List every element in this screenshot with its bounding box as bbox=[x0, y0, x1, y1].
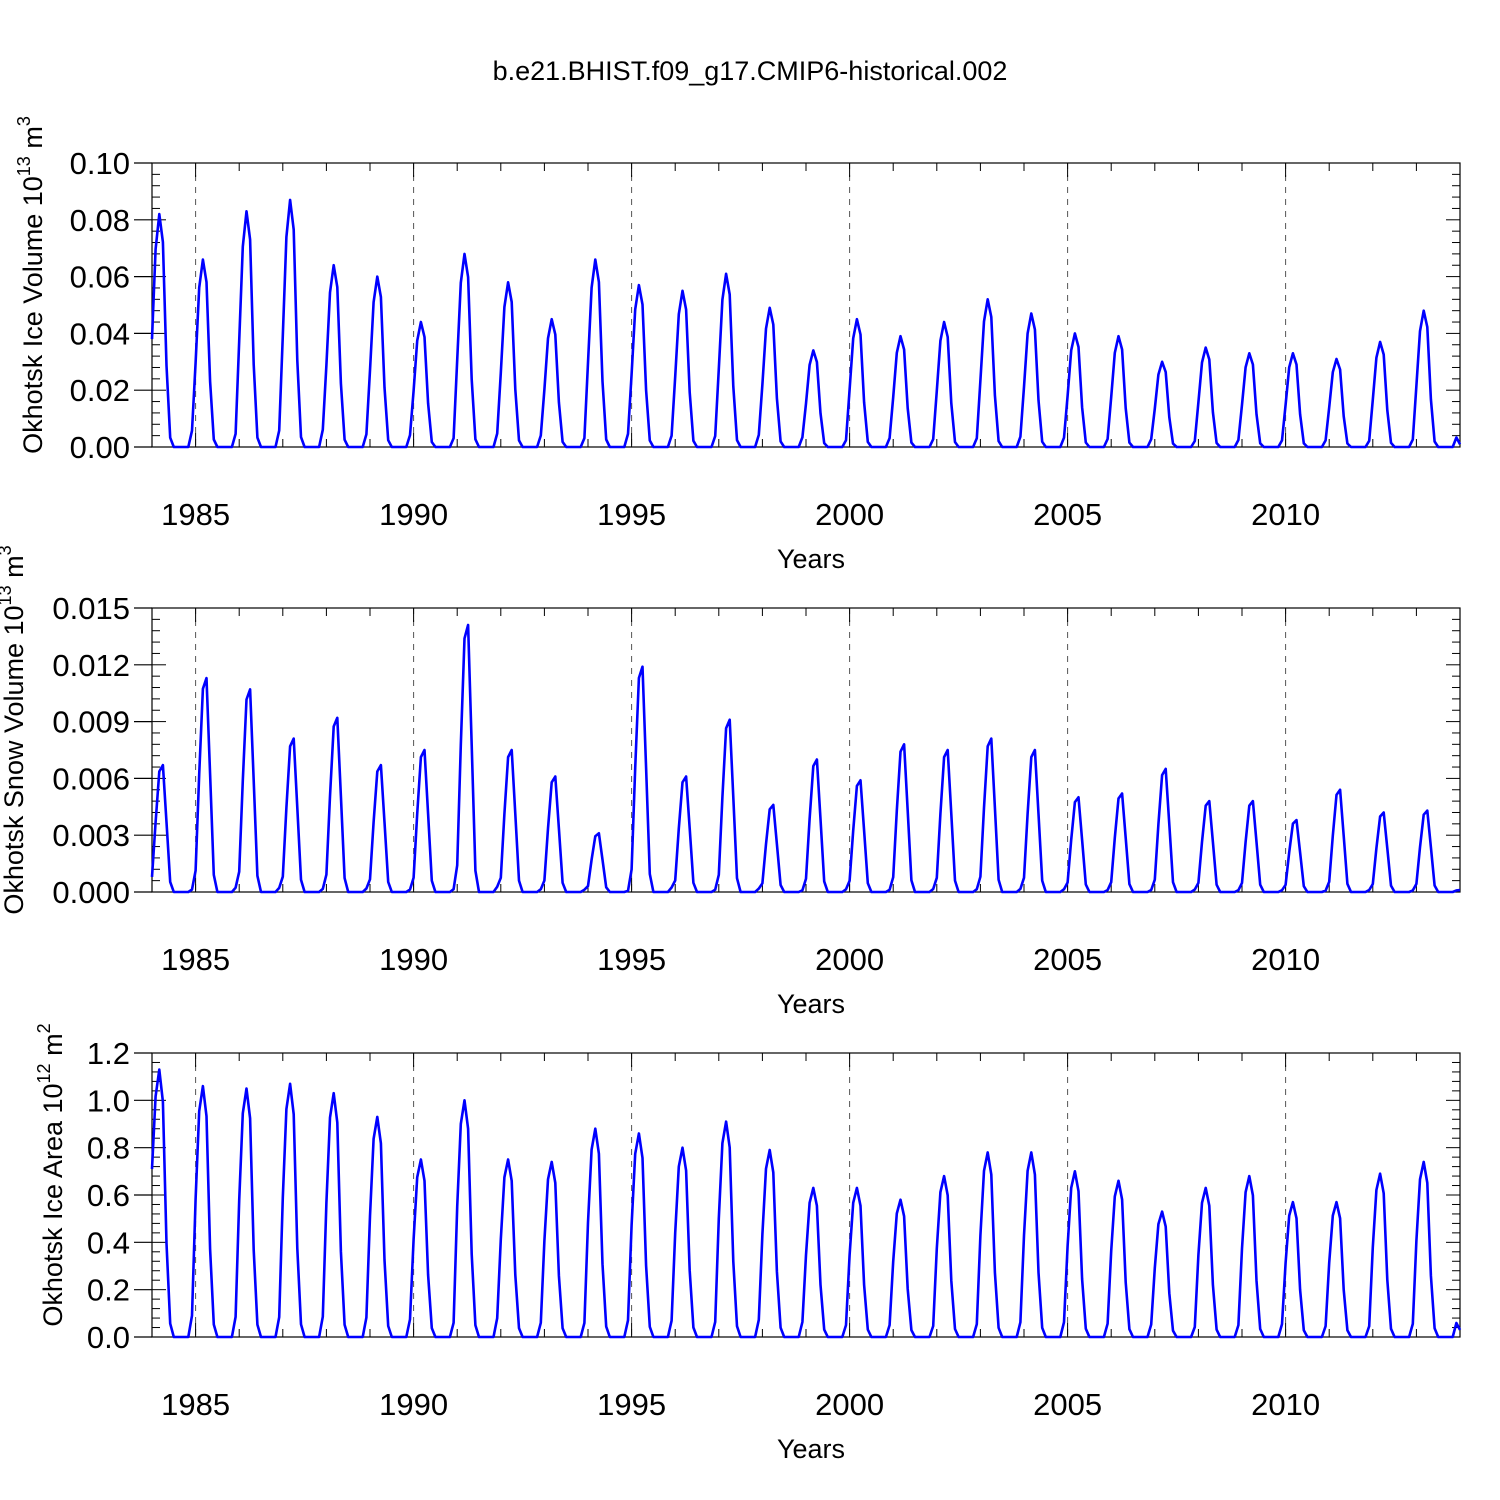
figure-title: b.e21.BHIST.f09_g17.CMIP6-historical.002 bbox=[492, 56, 1008, 86]
y-tick-label: 0.4 bbox=[87, 1225, 130, 1260]
y-tick-label: 0.006 bbox=[52, 761, 130, 796]
y-tick-label: 0.06 bbox=[70, 260, 130, 295]
snow-volume-chart: 0.000 0.003 0.006 0.009 0.012 0.015 1985 1990 19… bbox=[0, 545, 1461, 1019]
x-tick-label-1995: 1995 bbox=[597, 497, 666, 532]
y-axis-label: Okhotsk Ice Volume 1013 m3 bbox=[14, 116, 48, 454]
x-tick-label-1985: 1985 bbox=[161, 1387, 230, 1422]
x-tick-label-2010: 2010 bbox=[1251, 497, 1320, 532]
y-tick-label: 1.0 bbox=[87, 1083, 130, 1118]
y-axis-label: Okhotsk Snow Volume 1013 m3 bbox=[0, 545, 29, 914]
x-tick-label-2005: 2005 bbox=[1033, 942, 1102, 977]
x-tick-label-2000: 2000 bbox=[815, 497, 884, 532]
x-tick-label-2010: 2010 bbox=[1251, 942, 1320, 977]
y-tick-label: 0.2 bbox=[87, 1273, 130, 1308]
y-tick-label: 0.003 bbox=[52, 818, 130, 853]
x-tick-label-1995: 1995 bbox=[597, 942, 666, 977]
x-axis-label: Years bbox=[777, 989, 845, 1019]
x-tick-label-1990: 1990 bbox=[379, 497, 448, 532]
y-tick-label: 0.04 bbox=[70, 316, 130, 351]
ice-volume-chart: 0.00 0.02 0.04 0.06 0.08 0.10 1985 1990 1995 2000… bbox=[14, 116, 1462, 574]
x-axis-label: Years bbox=[777, 1434, 845, 1464]
y-tick-label: 0.0 bbox=[87, 1320, 130, 1355]
series-line bbox=[150, 1068, 1462, 1339]
y-tick-label: 0.009 bbox=[52, 705, 130, 740]
x-tick-label-1995: 1995 bbox=[597, 1387, 666, 1422]
x-tick-label-1985: 1985 bbox=[161, 497, 230, 532]
y-tick-label: 0.012 bbox=[52, 648, 130, 683]
y-tick-label: 0.8 bbox=[87, 1131, 130, 1166]
series-line bbox=[150, 623, 1461, 894]
x-tick-label-2005: 2005 bbox=[1033, 1387, 1102, 1422]
x-tick-label-2005: 2005 bbox=[1033, 497, 1102, 532]
y-tick-label: 0.08 bbox=[70, 203, 130, 238]
x-tick-label-2010: 2010 bbox=[1251, 1387, 1320, 1422]
y-tick-label: 0.10 bbox=[70, 146, 130, 181]
plot-frame bbox=[151, 1052, 1461, 1338]
y-tick-label: 0.015 bbox=[52, 591, 130, 626]
x-axis-label: Years bbox=[777, 544, 845, 574]
y-tick-label: 1.2 bbox=[87, 1036, 130, 1071]
x-tick-label-1990: 1990 bbox=[379, 1387, 448, 1422]
series-line bbox=[150, 198, 1462, 449]
x-tick-label-2000: 2000 bbox=[815, 942, 884, 977]
x-tick-label-2000: 2000 bbox=[815, 1387, 884, 1422]
y-axis-label: Okhotsk Ice Area 1012 m2 bbox=[34, 1023, 68, 1326]
y-tick-label: 0.6 bbox=[87, 1178, 130, 1213]
y-tick-label: 0.00 bbox=[70, 430, 130, 465]
x-tick-label-1990: 1990 bbox=[379, 942, 448, 977]
y-tick-label: 0.02 bbox=[70, 373, 130, 408]
x-tick-label-1985: 1985 bbox=[161, 942, 230, 977]
y-tick-label: 0.000 bbox=[52, 875, 130, 910]
